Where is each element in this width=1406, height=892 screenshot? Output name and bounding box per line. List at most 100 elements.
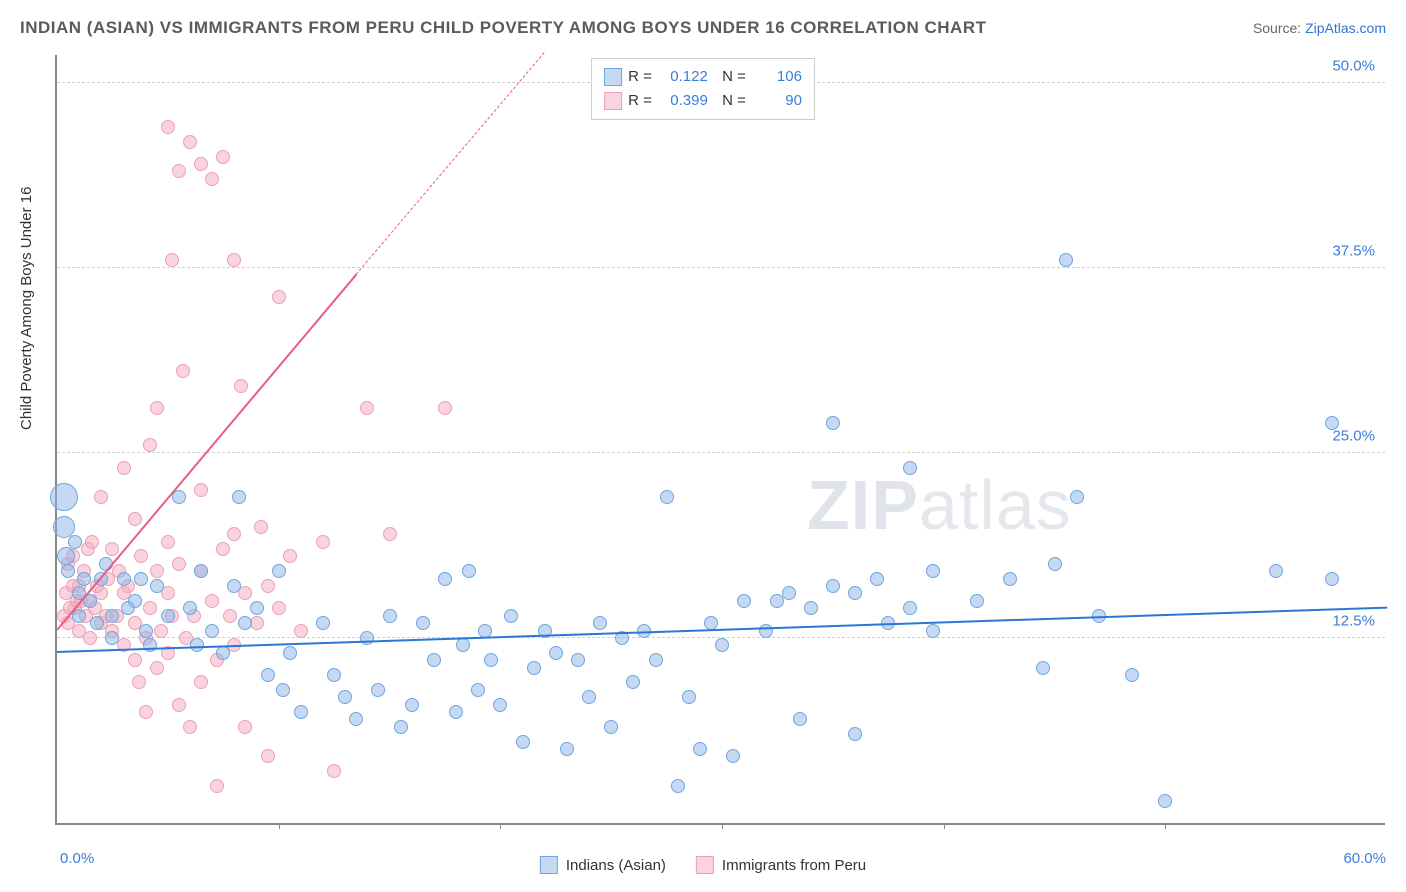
- data-point: [85, 535, 99, 549]
- data-point: [571, 653, 585, 667]
- y-tick-label: 50.0%: [1332, 57, 1375, 74]
- data-point: [77, 572, 91, 586]
- data-point: [660, 490, 674, 504]
- data-point: [117, 572, 131, 586]
- data-point: [150, 564, 164, 578]
- data-point: [238, 720, 252, 734]
- data-point: [456, 638, 470, 652]
- data-point: [94, 490, 108, 504]
- source-link[interactable]: ZipAtlas.com: [1305, 20, 1386, 36]
- data-point: [276, 683, 290, 697]
- data-point: [128, 594, 142, 608]
- data-point: [782, 586, 796, 600]
- data-point: [560, 742, 574, 756]
- x-tick: [1165, 823, 1166, 829]
- data-point: [926, 564, 940, 578]
- data-point: [154, 624, 168, 638]
- y-tick-label: 37.5%: [1332, 242, 1375, 259]
- data-point: [134, 572, 148, 586]
- data-point: [493, 698, 507, 712]
- data-point: [682, 690, 696, 704]
- data-point: [261, 579, 275, 593]
- data-point: [172, 164, 186, 178]
- data-point: [50, 483, 78, 511]
- data-point: [360, 401, 374, 415]
- legend-item-indians: Indians (Asian): [540, 856, 666, 874]
- data-point: [150, 401, 164, 415]
- data-point: [183, 601, 197, 615]
- data-point: [371, 683, 385, 697]
- data-point: [593, 616, 607, 630]
- data-point: [327, 764, 341, 778]
- data-point: [671, 779, 685, 793]
- data-point: [272, 601, 286, 615]
- data-point: [272, 564, 286, 578]
- data-point: [261, 668, 275, 682]
- data-point: [128, 512, 142, 526]
- data-point: [250, 601, 264, 615]
- x-axis-max: 60.0%: [1343, 850, 1386, 867]
- data-point: [161, 609, 175, 623]
- data-point: [172, 557, 186, 571]
- data-point: [1325, 416, 1339, 430]
- data-point: [134, 549, 148, 563]
- data-point: [294, 705, 308, 719]
- data-point: [143, 638, 157, 652]
- data-point: [139, 705, 153, 719]
- data-point: [194, 675, 208, 689]
- data-point: [926, 624, 940, 638]
- data-point: [234, 379, 248, 393]
- data-point: [227, 579, 241, 593]
- data-point: [205, 594, 219, 608]
- data-point: [316, 616, 330, 630]
- data-point: [283, 646, 297, 660]
- data-point: [216, 150, 230, 164]
- data-point: [150, 579, 164, 593]
- series-legend: Indians (Asian) Immigrants from Peru: [540, 856, 866, 874]
- data-point: [848, 727, 862, 741]
- data-point: [903, 461, 917, 475]
- data-point: [848, 586, 862, 600]
- data-point: [216, 542, 230, 556]
- correlation-legend: R =0.122 N =106 R =0.399 N =90: [591, 58, 815, 120]
- data-point: [1325, 572, 1339, 586]
- gridline: [57, 452, 1385, 453]
- data-point: [172, 698, 186, 712]
- data-point: [338, 690, 352, 704]
- y-tick-label: 12.5%: [1332, 612, 1375, 629]
- data-point: [438, 401, 452, 415]
- data-point: [826, 416, 840, 430]
- source-label: Source: ZipAtlas.com: [1253, 20, 1386, 36]
- data-point: [132, 675, 146, 689]
- data-point: [516, 735, 530, 749]
- data-point: [626, 675, 640, 689]
- data-point: [205, 624, 219, 638]
- x-axis-min: 0.0%: [60, 850, 94, 867]
- data-point: [227, 253, 241, 267]
- legend-swatch-icon: [696, 856, 714, 874]
- data-point: [903, 601, 917, 615]
- data-point: [1059, 253, 1073, 267]
- data-point: [804, 601, 818, 615]
- data-point: [216, 646, 230, 660]
- data-point: [183, 720, 197, 734]
- data-point: [604, 720, 618, 734]
- y-tick-label: 25.0%: [1332, 427, 1375, 444]
- chart-title: INDIAN (ASIAN) VS IMMIGRANTS FROM PERU C…: [20, 18, 987, 38]
- data-point: [165, 253, 179, 267]
- legend-item-peru: Immigrants from Peru: [696, 856, 866, 874]
- legend-row-indians: R =0.122 N =106: [604, 65, 802, 89]
- data-point: [1158, 794, 1172, 808]
- data-point: [527, 661, 541, 675]
- data-point: [57, 547, 75, 565]
- data-point: [970, 594, 984, 608]
- data-point: [194, 157, 208, 171]
- data-point: [143, 601, 157, 615]
- data-point: [693, 742, 707, 756]
- data-point: [210, 779, 224, 793]
- trend-line-extrapolated: [356, 52, 545, 275]
- data-point: [272, 290, 286, 304]
- data-point: [254, 520, 268, 534]
- data-point: [61, 564, 75, 578]
- data-point: [1048, 557, 1062, 571]
